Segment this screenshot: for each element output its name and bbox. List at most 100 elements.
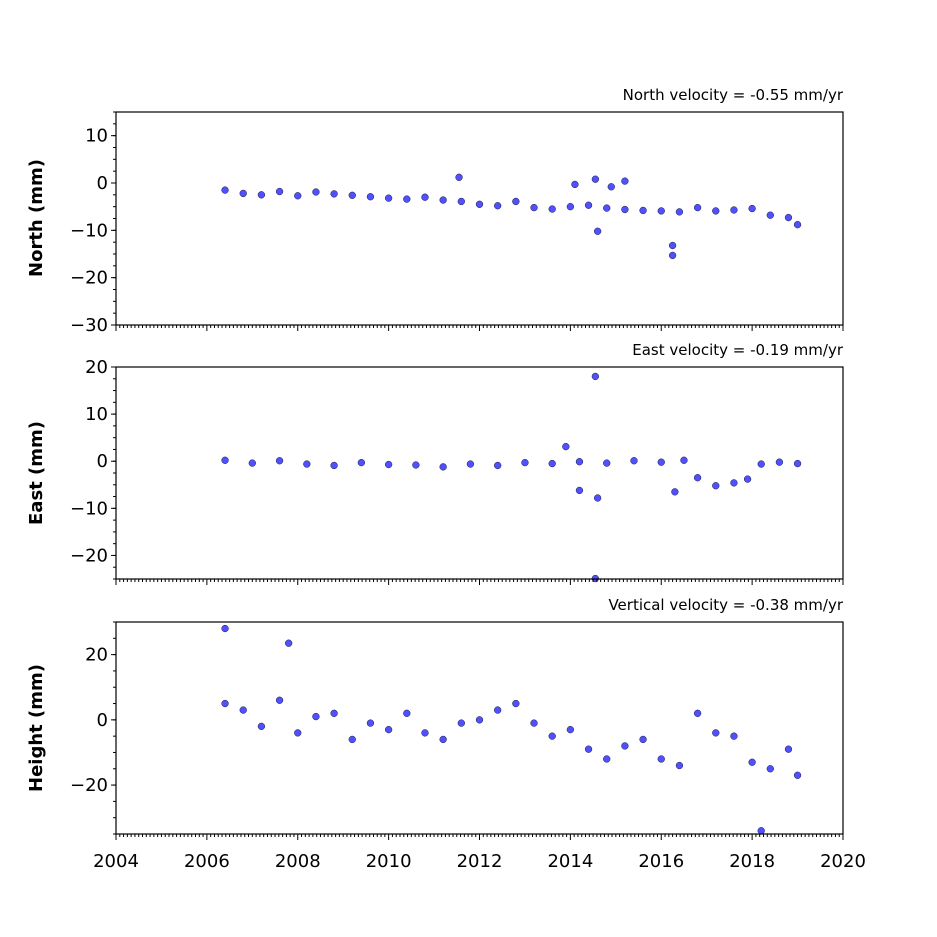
y-tick-label: 0: [97, 451, 108, 472]
data-point: [412, 461, 420, 469]
data-point: [475, 716, 484, 724]
data-point: [575, 458, 584, 466]
data-point: [566, 725, 575, 734]
x-tick-label: 2006: [184, 851, 230, 872]
data-point: [330, 709, 338, 717]
east-axis-ticks: −20 −10 0 10 20: [70, 357, 844, 585]
data-point: [591, 175, 600, 183]
data-point: [457, 719, 465, 727]
data-point: [712, 729, 720, 737]
data-point: [548, 732, 556, 740]
y-tick-label: −10: [70, 220, 108, 241]
data-point: [775, 458, 784, 466]
data-point: [348, 191, 356, 199]
data-point: [730, 732, 738, 740]
y-tick-label: −20: [70, 545, 108, 566]
data-point: [421, 729, 429, 737]
data-point: [603, 459, 611, 467]
data-point: [757, 827, 765, 835]
data-point: [421, 193, 429, 201]
data-point: [221, 699, 229, 708]
panel-north: North velocity = -0.55 mm/yr North (mm) …: [26, 86, 844, 336]
data-point: [548, 459, 556, 468]
data-point: [530, 719, 538, 727]
data-point: [221, 456, 229, 464]
data-point: [593, 227, 602, 235]
data-point: [693, 709, 702, 717]
east-velocity-title: East velocity = -0.19 mm/yr: [632, 341, 844, 359]
data-point: [494, 461, 502, 470]
y-tick-label: −30: [70, 315, 108, 336]
data-point: [675, 208, 684, 216]
data-point: [248, 459, 256, 467]
data-point: [457, 197, 465, 206]
east-points: [221, 372, 802, 583]
data-point: [712, 207, 720, 215]
data-point: [766, 765, 774, 773]
data-point: [275, 696, 284, 704]
data-point: [384, 725, 393, 734]
height-axis-label: Height (mm): [26, 664, 47, 792]
north-plot-frame: [115, 111, 844, 326]
data-point: [384, 194, 393, 202]
x-tick-label: 2012: [457, 851, 503, 872]
data-point: [766, 211, 774, 219]
data-point: [757, 460, 765, 468]
data-point: [675, 761, 684, 770]
x-tick-label: 2004: [93, 851, 139, 872]
data-point: [657, 207, 665, 215]
data-point: [221, 624, 229, 633]
north-velocity-title: North velocity = -0.55 mm/yr: [623, 86, 844, 104]
data-point: [257, 722, 266, 731]
data-point: [566, 203, 575, 211]
data-point: [584, 201, 593, 209]
data-point: [743, 475, 752, 483]
data-point: [521, 458, 529, 467]
panel-height: Vertical velocity = -0.38 mm/yr Height (…: [26, 596, 866, 872]
data-point: [466, 460, 475, 468]
data-point: [439, 463, 447, 471]
data-point: [330, 461, 338, 470]
north-axis-label: North (mm): [26, 159, 47, 277]
data-point: [793, 771, 802, 779]
y-tick-label: −20: [70, 775, 108, 796]
y-tick-label: 10: [85, 126, 108, 147]
data-point: [748, 758, 756, 766]
data-point: [680, 456, 688, 464]
panel-east: East velocity = -0.19 mm/yr East (mm) −2…: [26, 341, 844, 585]
data-point: [548, 205, 556, 213]
data-point: [312, 188, 320, 196]
data-point: [571, 180, 579, 189]
data-point: [748, 204, 756, 213]
data-point: [357, 458, 366, 467]
x-tick-label: 2018: [729, 851, 775, 872]
height-points: [221, 624, 802, 835]
data-point: [294, 192, 302, 200]
data-point: [603, 204, 611, 212]
data-point: [784, 745, 793, 753]
data-point: [439, 196, 447, 204]
y-tick-label: 20: [85, 645, 108, 666]
y-tick-label: 0: [97, 710, 108, 731]
y-tick-label: −20: [70, 268, 108, 289]
data-point: [784, 213, 793, 222]
data-point: [403, 195, 411, 203]
data-point: [621, 177, 629, 185]
data-point: [512, 699, 520, 708]
x-tick-label: 2020: [820, 851, 866, 872]
data-point: [512, 197, 520, 206]
data-point: [607, 183, 615, 191]
height-axis-ticks: −20 0 20 2004 2006 2008 2010 2012 2014 2016 2018 20…: [70, 621, 866, 872]
data-point: [793, 221, 802, 229]
x-tick-label: 2016: [638, 851, 684, 872]
data-point: [275, 457, 284, 465]
data-point: [730, 206, 738, 214]
data-point: [657, 755, 665, 763]
data-point: [562, 442, 570, 451]
data-point: [712, 482, 720, 490]
y-tick-label: 0: [97, 173, 108, 194]
x-tick-label: 2010: [366, 851, 412, 872]
data-point: [668, 241, 677, 250]
data-point: [639, 735, 647, 744]
